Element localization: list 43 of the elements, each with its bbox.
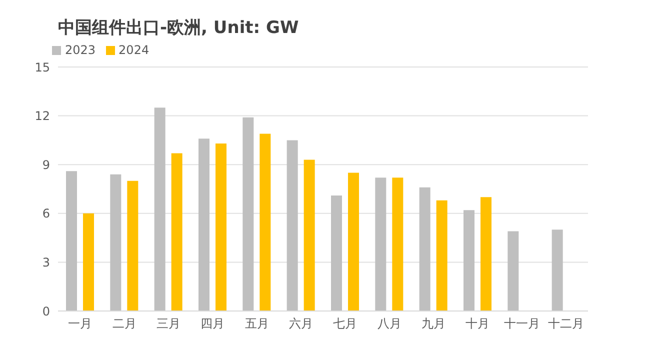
x-tick-label: 十二月: [548, 316, 584, 331]
bar: [66, 171, 77, 311]
legend-label: 2023: [65, 43, 96, 57]
x-tick-label: 三月: [156, 316, 180, 331]
bar: [154, 108, 166, 311]
chart-title: 中国组件出口-欧洲, Unit: GW: [57, 17, 300, 39]
bar: [198, 138, 210, 311]
bar: [242, 117, 254, 311]
x-tick-label: 十一月: [504, 316, 540, 331]
bar: [348, 172, 359, 311]
bar: [83, 213, 94, 311]
y-tick-label: 0: [42, 304, 50, 318]
x-tick-label: 八月: [377, 316, 402, 331]
bar: [392, 178, 404, 311]
x-tick-label: 九月: [421, 316, 446, 331]
bar: [419, 187, 430, 311]
y-tick-label: 6: [42, 206, 50, 221]
x-tick-label: 五月: [244, 316, 269, 331]
bar: [480, 197, 492, 311]
bar: [110, 174, 122, 311]
y-tick-label: 3: [42, 255, 50, 270]
x-tick-label: 七月: [333, 316, 358, 331]
bar: [127, 180, 138, 311]
bar: [304, 160, 315, 311]
bar: [436, 200, 448, 311]
legend-label: 2024: [118, 43, 150, 57]
bar: [331, 196, 342, 311]
bar: [508, 231, 519, 311]
bar: [464, 210, 474, 311]
bar: [171, 153, 182, 311]
bar: [216, 143, 226, 311]
x-tick-label: 十月: [466, 316, 490, 331]
bar: [552, 230, 563, 311]
x-tick-label: 一月: [68, 316, 92, 331]
y-tick-label: 9: [42, 158, 50, 172]
x-tick-label: 二月: [112, 316, 136, 331]
bar: [260, 134, 271, 311]
bar: [375, 178, 386, 311]
y-tick-label: 12: [34, 109, 50, 124]
y-tick-label: 15: [34, 60, 50, 74]
bar: [286, 140, 298, 311]
x-tick-label: 四月: [200, 316, 225, 331]
x-tick-label: 六月: [288, 316, 313, 331]
